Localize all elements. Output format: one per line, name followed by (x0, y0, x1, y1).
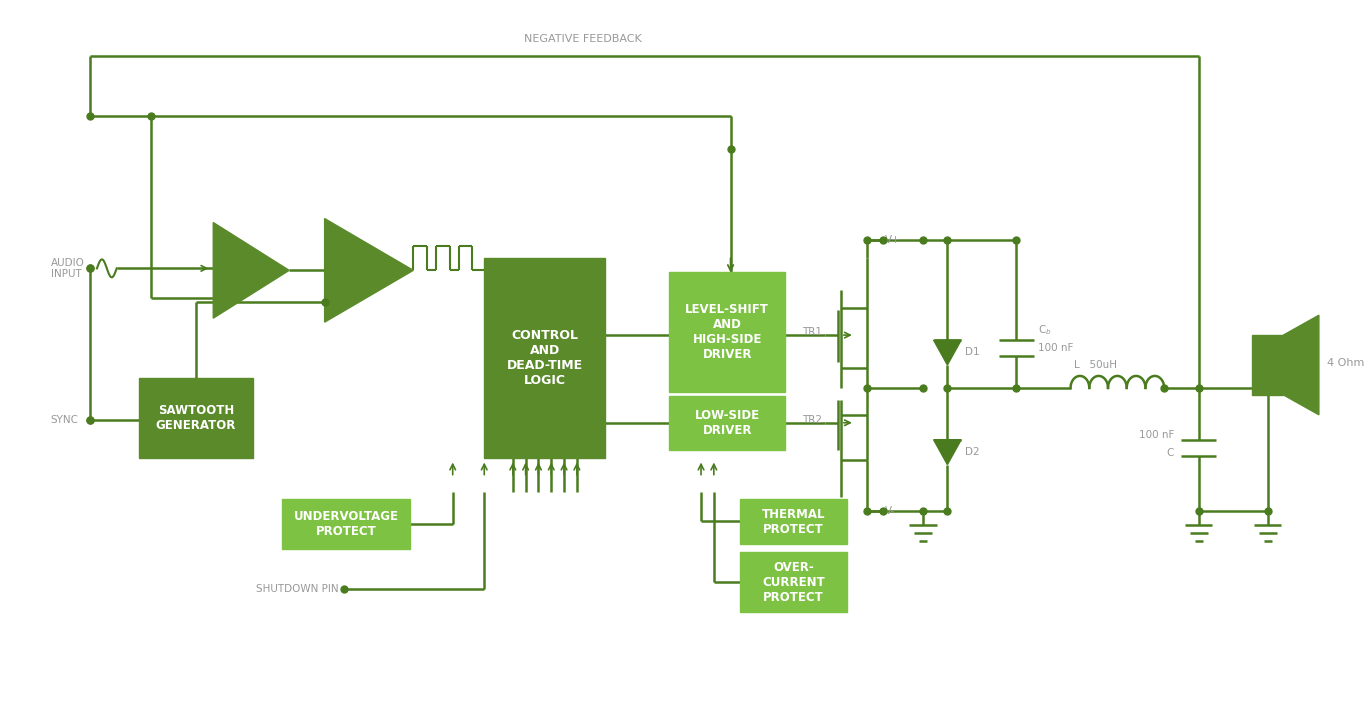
Text: V+: V+ (886, 235, 901, 245)
Text: CONTROL
AND
DEAD-TIME
LOGIC: CONTROL AND DEAD-TIME LOGIC (507, 329, 583, 387)
Polygon shape (214, 222, 289, 318)
Text: D1: D1 (965, 347, 980, 357)
Text: L   50uH: L 50uH (1073, 360, 1117, 370)
FancyBboxPatch shape (669, 272, 784, 392)
Polygon shape (1283, 315, 1319, 415)
Text: TR1: TR1 (802, 327, 823, 337)
Text: 100 nF: 100 nF (1038, 343, 1073, 353)
Text: OVER-
CURRENT
PROTECT: OVER- CURRENT PROTECT (762, 560, 825, 604)
Text: SHUTDOWN PIN: SHUTDOWN PIN (255, 584, 339, 594)
Text: 4 Ohm: 4 Ohm (1327, 358, 1364, 368)
FancyBboxPatch shape (282, 500, 410, 550)
Text: D2: D2 (965, 447, 980, 457)
Text: NEGATIVE FEEDBACK: NEGATIVE FEEDBACK (524, 34, 642, 44)
FancyBboxPatch shape (1252, 335, 1283, 395)
Text: TR2: TR2 (802, 415, 823, 425)
Polygon shape (934, 340, 961, 365)
Text: AUDIO
INPUT: AUDIO INPUT (51, 258, 85, 279)
FancyBboxPatch shape (740, 552, 847, 612)
Text: THERMAL
PROTECT: THERMAL PROTECT (762, 508, 825, 536)
Text: C: C (1167, 447, 1174, 458)
Polygon shape (325, 219, 413, 322)
Text: UNDERVOLTAGE
PROTECT: UNDERVOLTAGE PROTECT (293, 510, 399, 539)
Text: V-: V- (886, 506, 895, 516)
Text: SAWTOOTH
GENERATOR: SAWTOOTH GENERATOR (156, 404, 236, 432)
Text: LEVEL-SHIFT
AND
HIGH-SIDE
DRIVER: LEVEL-SHIFT AND HIGH-SIDE DRIVER (686, 303, 769, 361)
Polygon shape (934, 439, 961, 465)
FancyBboxPatch shape (140, 378, 252, 458)
Text: 100 nF: 100 nF (1139, 430, 1174, 439)
FancyBboxPatch shape (669, 396, 784, 450)
Text: SYNC: SYNC (51, 415, 78, 425)
FancyBboxPatch shape (484, 258, 606, 458)
Text: C$_b$: C$_b$ (1038, 323, 1052, 337)
FancyBboxPatch shape (740, 500, 847, 544)
Text: LOW-SIDE
DRIVER: LOW-SIDE DRIVER (695, 409, 760, 437)
